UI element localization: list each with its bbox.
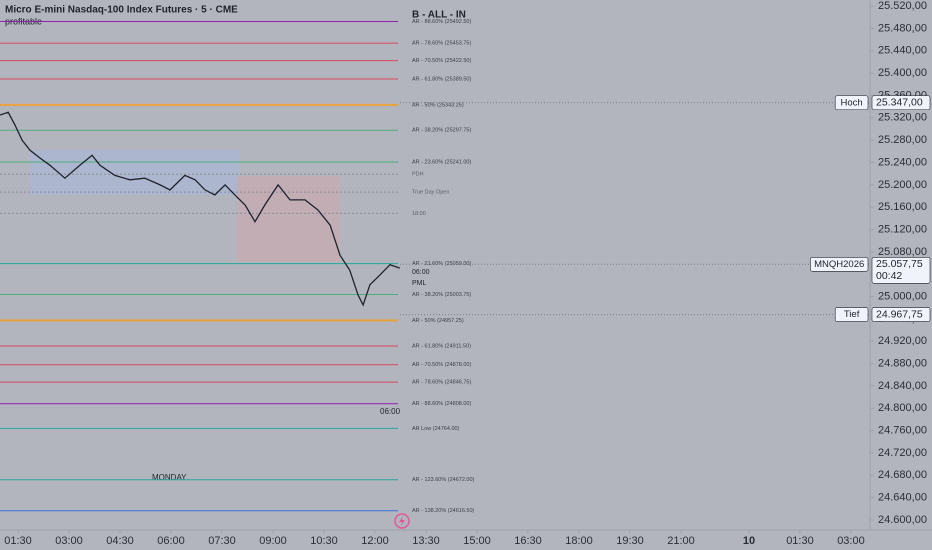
- level-label: True Day Open: [412, 190, 449, 196]
- level-label: AR - 70.50% (25422.50): [412, 58, 471, 64]
- annotation: MONDAY: [152, 473, 187, 482]
- y-tick-label: 25.240,00: [878, 156, 927, 168]
- y-tick-label: 25.440,00: [878, 45, 927, 57]
- y-tick-label: 25.320,00: [878, 112, 927, 124]
- level-label: AR - 78.60% (25453.75): [412, 41, 471, 47]
- y-tick-label: 24.800,00: [878, 402, 927, 414]
- x-tick-label: 07:30: [208, 535, 236, 547]
- level-label: AR - 38.20% (25003.75): [412, 292, 471, 298]
- x-tick-label: 09:00: [259, 535, 287, 547]
- x-tick-label: 06:00: [157, 535, 185, 547]
- y-tick-label: 24.920,00: [878, 335, 927, 347]
- symbol-title: Micro E-mini Nasdaq-100 Index Futures · …: [5, 5, 238, 16]
- y-tick-label: 25.160,00: [878, 201, 927, 213]
- y-tick-label: 25.280,00: [878, 134, 927, 146]
- level-label: AR - 50% (24957.25): [412, 318, 464, 324]
- overlay-title: B - ALL - IN: [412, 10, 466, 21]
- level-label: AR - 61.80% (24911.50): [412, 343, 471, 349]
- replay-icon-bolt: [399, 516, 405, 526]
- y-tick-label: 24.880,00: [878, 357, 927, 369]
- marker-price-box: [871, 95, 931, 111]
- y-tick-label: 25.480,00: [878, 22, 927, 34]
- y-tick-label: 24.680,00: [878, 469, 927, 481]
- level-label: AR - 61.80% (25389.50): [412, 76, 471, 82]
- level-label: AR - 38.20% (25297.75): [412, 128, 471, 134]
- marker-name-box: [834, 95, 869, 111]
- price-line: [0, 111, 401, 307]
- marker-price: 24.967,75: [876, 308, 923, 320]
- x-tick-label: 16:30: [514, 535, 542, 547]
- x-tick-label: 10: [743, 535, 755, 547]
- y-tick-label: 24.720,00: [878, 447, 927, 459]
- zone-red: [237, 176, 340, 262]
- y-tick-label: 25.200,00: [878, 179, 927, 191]
- y-tick-label: 25.000,00: [878, 290, 927, 302]
- x-tick-label: 18:00: [565, 535, 593, 547]
- y-tick-label: 24.840,00: [878, 380, 927, 392]
- level-label: AR - 78.60% (24846.75): [412, 380, 471, 386]
- marker-price-box: [871, 307, 931, 322]
- annotation: 06:00: [380, 407, 401, 416]
- y-tick-label: 24.640,00: [878, 492, 927, 504]
- x-tick-label: 03:00: [55, 535, 83, 547]
- level-label: PDH: [412, 172, 424, 178]
- level-label: AR - 50% (25343.25): [412, 102, 464, 108]
- level-label: AR - 138.20% (24616.50): [412, 508, 475, 514]
- marker-name: Hoch: [841, 97, 863, 108]
- marker-price: 25.057,75: [876, 258, 923, 270]
- y-tick-label: 25.080,00: [878, 246, 927, 258]
- x-tick-label: 03:00: [837, 535, 865, 547]
- level-label: 18:00: [412, 211, 426, 217]
- x-tick-label: 01:30: [786, 535, 814, 547]
- marker-price-box: [871, 257, 931, 284]
- y-tick-label: 25.400,00: [878, 67, 927, 79]
- marker-price: 25.347,00: [876, 97, 923, 109]
- marker-countdown: 00:42: [876, 270, 902, 282]
- marker-name: Tief: [844, 309, 860, 320]
- y-tick-label: 24.600,00: [878, 514, 927, 526]
- y-tick-label: 25.120,00: [878, 223, 927, 235]
- y-tick-label: 25.520,00: [878, 0, 927, 12]
- level-label: AR - 88.60% (24808.00): [412, 401, 471, 407]
- level-label: AR - 88.60% (25492.50): [412, 19, 471, 25]
- level-label: AR - 21.60% (25059.00): [412, 261, 471, 267]
- level-label: AR Low (24764.00): [412, 426, 460, 432]
- level-label: AR - 70.50% (24878.00): [412, 362, 471, 368]
- x-tick-label: 10:30: [310, 535, 338, 547]
- x-tick-label: 19:30: [616, 535, 644, 547]
- level-label: AR - 123.60% (24672.00): [412, 477, 475, 483]
- x-tick-label: 12:00: [361, 535, 389, 547]
- marker-name-box: [810, 257, 869, 272]
- annotation: PML: [412, 280, 427, 287]
- annotation: 06:00: [412, 269, 430, 276]
- level-label: AR - 23.60% (25241.00): [412, 159, 471, 165]
- x-tick-label: 13:30: [412, 535, 440, 547]
- x-tick-label: 21:00: [667, 535, 695, 547]
- x-tick-label: 04:30: [106, 535, 134, 547]
- marker-name: MNQH2026: [814, 259, 864, 270]
- zone-blue: [30, 150, 240, 195]
- x-tick-label: 15:00: [463, 535, 491, 547]
- x-tick-label: 01:30: [4, 535, 32, 547]
- y-tick-label: 24.760,00: [878, 424, 927, 436]
- marker-name-box: [834, 307, 869, 322]
